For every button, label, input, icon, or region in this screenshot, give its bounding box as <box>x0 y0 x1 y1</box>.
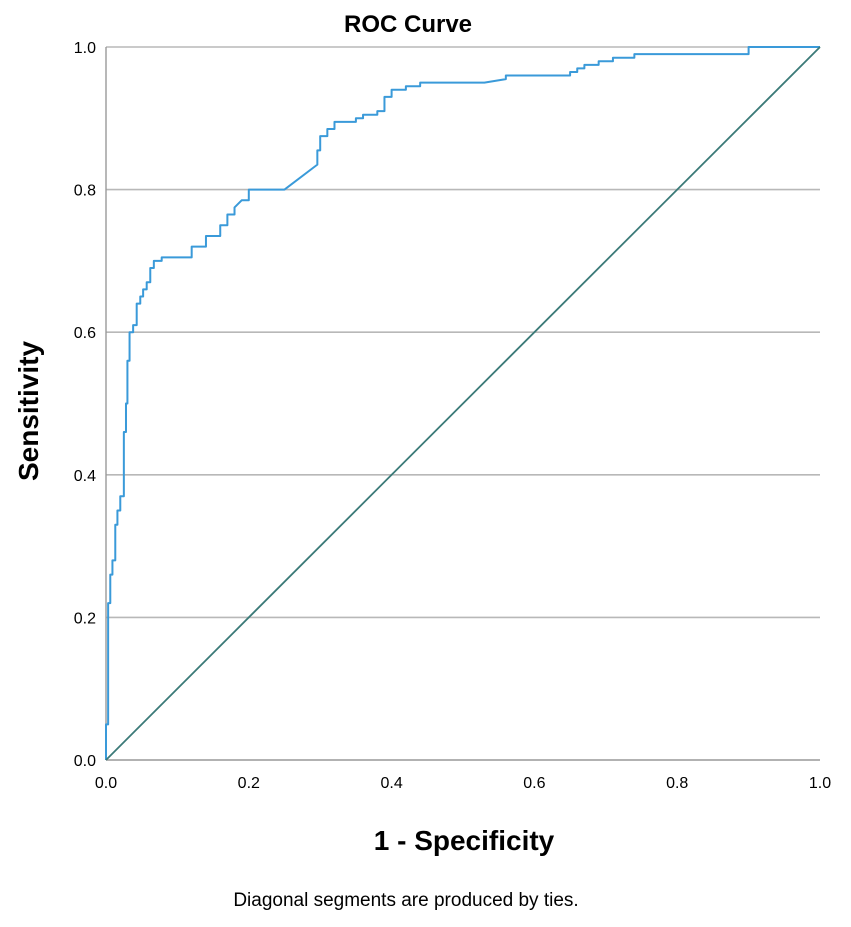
x-tick-label: 0.4 <box>380 775 402 792</box>
x-tick-label: 0.6 <box>523 775 545 792</box>
y-tick-label: 0.2 <box>74 610 96 627</box>
x-axis-label: 1 - Specificity <box>374 825 555 856</box>
footnote: Diagonal segments are produced by ties. <box>233 890 578 911</box>
roc-curve-line <box>105 46 820 760</box>
y-tick-label: 0.0 <box>74 753 96 770</box>
tick-labels: 0.0 0.2 0.4 0.6 0.8 1.0 0.0 0.2 0.4 0.6 0.8 1.0 <box>74 40 831 792</box>
x-tick-label: 0.2 <box>238 775 260 792</box>
series <box>105 46 821 761</box>
chart-title: ROC Curve <box>344 11 472 38</box>
reference-diagonal-line <box>105 46 821 761</box>
y-tick-label: 1.0 <box>74 40 96 57</box>
axes <box>105 47 820 761</box>
y-axis-label: Sensitivity <box>13 341 44 481</box>
y-tick-label: 0.8 <box>74 183 96 200</box>
x-tick-label: 0.8 <box>666 775 688 792</box>
x-tick-label: 0.0 <box>95 775 117 792</box>
gridlines <box>106 46 820 619</box>
y-tick-label: 0.4 <box>74 468 96 485</box>
y-tick-label: 0.6 <box>74 325 96 342</box>
x-tick-label: 1.0 <box>809 775 831 792</box>
